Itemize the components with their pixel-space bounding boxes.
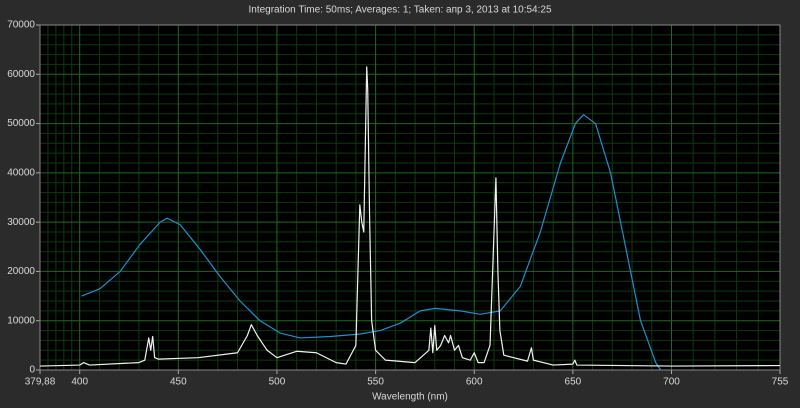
- x-tick-label: 700: [663, 377, 680, 388]
- y-tick-label: 0: [29, 365, 35, 376]
- x-tick-label: 600: [466, 377, 483, 388]
- series-line: [40, 66, 781, 367]
- y-tick-label: 50000: [7, 118, 35, 129]
- x-tick-label: 400: [71, 377, 88, 388]
- x-tick-label: 500: [269, 377, 286, 388]
- x-tick-label: 379,88: [25, 377, 56, 388]
- x-tick-label: 755: [772, 377, 789, 388]
- y-tick-label: 20000: [7, 266, 35, 277]
- y-tick-label: 10000: [7, 315, 35, 326]
- y-tick-label: 70000: [7, 20, 35, 31]
- plot-frame: [39, 24, 781, 371]
- x-tick-label: 650: [565, 377, 582, 388]
- y-tick-label: 40000: [7, 167, 35, 178]
- x-tick-label: 450: [170, 377, 187, 388]
- x-axis-label: Wavelength (nm): [372, 392, 448, 403]
- y-tick-label: 60000: [7, 69, 35, 80]
- chart-title: Integration Time: 50ms; Averages: 1; Tak…: [248, 5, 551, 16]
- y-tick-label: 30000: [7, 217, 35, 228]
- plot-area: [40, 25, 780, 370]
- series-line: [81, 114, 662, 371]
- x-tick-label: 550: [367, 377, 384, 388]
